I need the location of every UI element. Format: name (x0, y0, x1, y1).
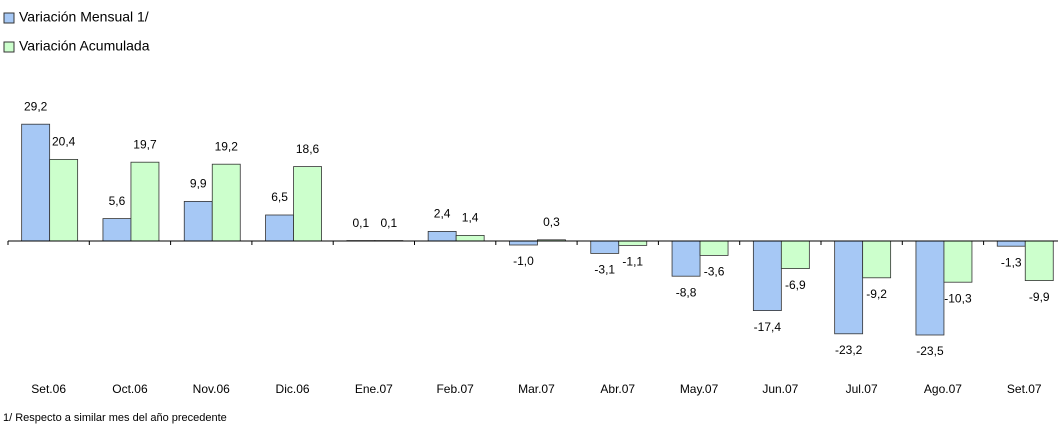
bar (780, 240, 810, 270)
bar (49, 158, 79, 242)
value-label: 5,6 (109, 194, 126, 208)
footnote: 1/ Respecto a similar mes del año preced… (3, 412, 227, 424)
legend-label: Variación Acumulada (19, 38, 150, 54)
bar (996, 240, 1026, 247)
bar (102, 218, 132, 242)
bar (293, 166, 322, 242)
legend-swatch (3, 12, 15, 24)
bar (618, 240, 648, 246)
value-label: 29,2 (24, 99, 48, 113)
legend-label: Variación Mensual 1/ (19, 9, 149, 25)
x-tick-label: Ago.07 (924, 382, 962, 396)
value-label: 0,3 (543, 215, 560, 229)
bar (183, 200, 213, 242)
x-tick-label: Oct.06 (112, 382, 148, 396)
bar (590, 240, 620, 254)
value-label: 19,2 (215, 139, 239, 153)
x-tick-label: Jul.07 (846, 382, 878, 396)
value-label: 0,1 (381, 216, 398, 230)
value-label: 2,4 (434, 207, 451, 221)
bar (21, 123, 51, 242)
bar (862, 240, 892, 279)
value-label: 6,5 (271, 190, 288, 204)
bar (211, 163, 241, 242)
value-label: -1,3 (1001, 255, 1022, 269)
value-label: -6,9 (785, 278, 806, 292)
legend-swatch (3, 41, 15, 53)
value-label: -17,4 (754, 320, 782, 334)
bar (265, 214, 294, 242)
x-tick-label: Feb.07 (436, 382, 474, 396)
x-tick-label: Abr.07 (600, 382, 635, 396)
value-label: -9,2 (866, 287, 887, 301)
x-tick-label: Jun.07 (762, 382, 798, 396)
value-label: 1,4 (462, 211, 479, 225)
value-label: 0,1 (353, 216, 370, 230)
value-label: -8,8 (676, 285, 697, 299)
x-tick-label: May.07 (680, 382, 719, 396)
bar (699, 240, 729, 256)
value-label: -1,0 (513, 254, 534, 268)
bar (509, 240, 538, 246)
value-label: 19,7 (133, 137, 157, 151)
bar (427, 230, 457, 242)
bar (752, 240, 782, 311)
value-label: -10,3 (944, 291, 972, 305)
x-tick-label: Nov.06 (193, 382, 230, 396)
bar (455, 234, 485, 242)
value-label: -23,2 (835, 343, 863, 357)
bar (834, 240, 864, 335)
x-tick-label: Mar.07 (518, 382, 555, 396)
bar (130, 161, 160, 242)
bar (943, 240, 973, 283)
bar (1024, 240, 1054, 281)
bar (671, 240, 701, 277)
x-tick-label: Set.07 (1007, 382, 1042, 396)
value-label: -3,1 (594, 263, 615, 277)
value-label: -1,1 (622, 255, 643, 269)
x-tick-label: Dic.06 (276, 382, 310, 396)
value-label: -3,6 (704, 265, 725, 279)
value-label: -9,9 (1029, 290, 1050, 304)
x-tick-label: Set.06 (31, 382, 66, 396)
value-label: 20,4 (52, 135, 76, 149)
value-label: -23,5 (916, 344, 944, 358)
bar (915, 240, 945, 336)
value-label: 18,6 (296, 142, 320, 156)
value-label: 9,9 (190, 177, 207, 191)
x-tick-label: Ene.07 (355, 382, 393, 396)
